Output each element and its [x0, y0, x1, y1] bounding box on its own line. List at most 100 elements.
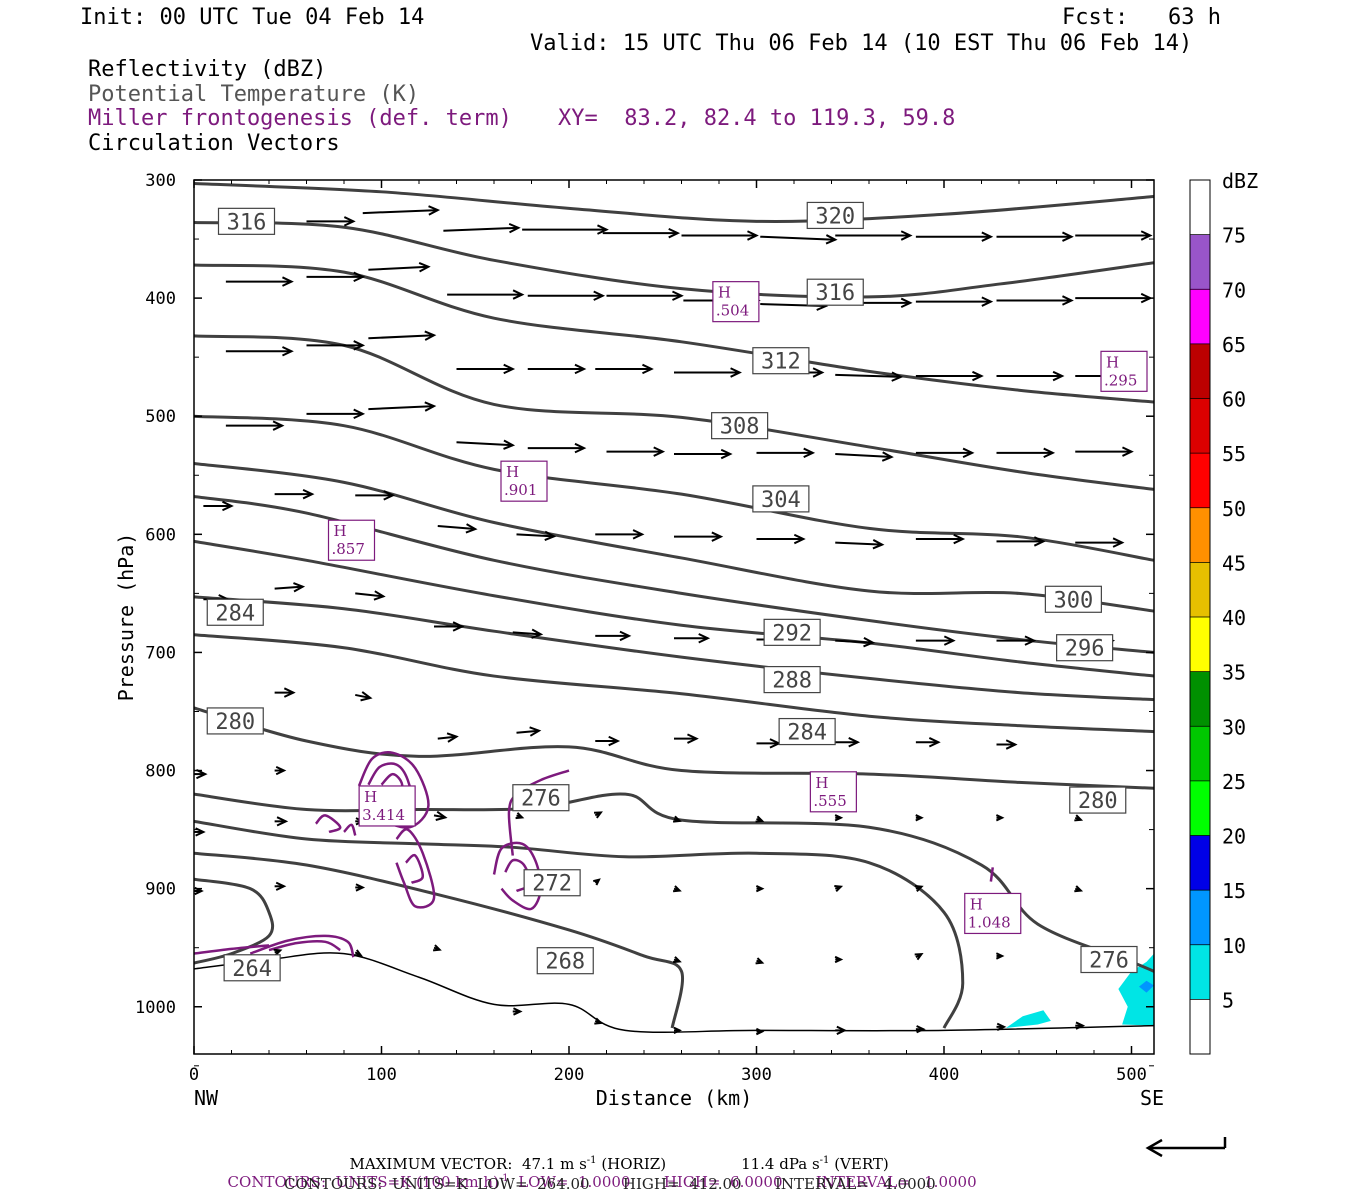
theta-contour-label-text: 272 [532, 872, 572, 897]
colorbar-unit-label: dBZ [1222, 169, 1258, 193]
circulation-vector [512, 628, 544, 639]
theta-contour-label: 284 [778, 717, 836, 746]
theta-label-layer: 316 320 316 312 308 304 300 296 292 288 284 284 280 2… [206, 201, 1138, 982]
fronto-maximum-value: .555 [813, 792, 846, 810]
theta-contour-292 [194, 539, 1154, 678]
theta-contour-label: 312 [752, 347, 810, 375]
circulation-vector [674, 733, 699, 744]
y-tick-label: 700 [145, 643, 176, 663]
circulation-vector [756, 738, 782, 749]
circulation-vector [996, 231, 1074, 242]
circulation-vector [225, 276, 294, 287]
circulation-vector [368, 330, 437, 341]
circulation-vector [834, 814, 844, 822]
theta-contour-label: 316 [217, 207, 276, 235]
theta-contour-label: 304 [752, 485, 810, 513]
circulation-vector [672, 956, 682, 964]
circulation-vector [996, 536, 1046, 547]
theta-contour-label: 296 [1056, 634, 1114, 662]
colorbar-level-label: 55 [1222, 442, 1246, 466]
max-vector-horiz-exponent: -1 [586, 1155, 597, 1166]
circulation-vector [1075, 1021, 1086, 1030]
max-vector-horiz-tag: (HORIZ) [601, 1155, 667, 1173]
circulation-vector [437, 732, 459, 743]
theta-contour-272 [194, 819, 965, 1029]
theta-contour-label-text: 320 [815, 204, 855, 229]
theta-contour-label: 268 [536, 947, 594, 975]
y-tick-label: 800 [145, 762, 176, 782]
fronto-maximum-marker: H [970, 895, 983, 913]
colorbar-level-label: 15 [1222, 879, 1246, 903]
circulation-vector [834, 884, 844, 893]
circulation-vector [512, 1007, 523, 1016]
circulation-vector [835, 371, 904, 382]
circulation-vector [915, 533, 966, 545]
fronto-maximum-label: H1.048 [964, 892, 1022, 935]
circulation-vector [516, 530, 557, 542]
fronto-maximum-value: .901 [504, 481, 537, 499]
circulation-vector [996, 295, 1074, 306]
circulation-vector [760, 234, 838, 245]
theta-contour-label: 288 [763, 665, 821, 694]
fronto-maximum-marker: H [718, 284, 731, 302]
circulation-vector [835, 230, 913, 241]
max-vector-line: MAXIMUM VECTOR: 47.1 m s-1 (HORIZ) 11.4 d… [340, 1141, 889, 1172]
theta-contour-284 [194, 633, 1154, 734]
theta-contour-label: 272 [523, 869, 581, 897]
reflectivity-patch [1139, 980, 1154, 993]
colorbar-level-label: 65 [1222, 333, 1246, 357]
circulation-vector [1075, 292, 1153, 304]
colorbar-swatch [1190, 289, 1210, 344]
fronto-contour [404, 853, 425, 884]
fronto-maximum-value: 1.048 [968, 913, 1011, 931]
circulation-vector [915, 231, 994, 242]
theta-contour-label-text: 268 [545, 950, 585, 975]
x-axis-left-end-label: NW [194, 1086, 219, 1110]
circulation-vector [673, 1026, 682, 1035]
circulation-vector [995, 952, 1005, 960]
fronto-contour [395, 828, 436, 909]
theta-contour-308 [194, 334, 1154, 491]
circulation-vector [443, 222, 521, 234]
reflectivity-patch [1005, 1010, 1051, 1029]
x-tick-label: 500 [1116, 1065, 1147, 1085]
circulation-vector [432, 944, 442, 952]
circulation-vector [755, 957, 765, 965]
fronto-maximum-label: H.901 [500, 460, 548, 502]
fronto-maximum-label: H.555 [809, 771, 857, 813]
colorbar-swatch [1190, 562, 1210, 617]
circulation-vector [915, 635, 956, 646]
theta-contour-label-text: 316 [815, 281, 855, 306]
y-tick-label: 1000 [135, 998, 176, 1018]
cross-section-endpoints: XY= 83.2, 82.4 to 119.3, 59.8 [558, 106, 956, 131]
circulation-vector [456, 363, 516, 375]
theta-contour-label-text: 280 [1078, 789, 1118, 814]
fronto-maximum-label: H.504 [712, 281, 760, 323]
fronto-maximum-label: H3.414 [358, 785, 416, 827]
circulation-vector [447, 289, 525, 300]
y-tick-label: 300 [145, 171, 176, 191]
colorbar-level-label: 45 [1222, 551, 1246, 575]
circulation-vector [362, 205, 441, 216]
circulation-vector [996, 739, 1018, 750]
valid-time: Valid: 15 UTC Thu 06 Feb 14 (10 EST Thu … [530, 31, 1193, 56]
circulation-vector [674, 448, 733, 460]
theta-contour-label-text: 292 [772, 621, 812, 646]
circulation-vector [306, 408, 366, 420]
circulation-vector [755, 815, 765, 823]
circulation-vector [274, 881, 287, 891]
circulation-vector [674, 367, 742, 378]
circulation-vector [835, 539, 885, 550]
theta-contour-label-text: 312 [761, 350, 801, 375]
theta-contour-300 [194, 461, 1154, 613]
circulation-vector [595, 363, 654, 375]
theta-contour-label: 276 [1080, 945, 1138, 974]
circulation-vector [274, 488, 315, 500]
circulation-vector [355, 490, 396, 501]
colorbar-swatch [1190, 726, 1210, 781]
theta-contour-label: 284 [206, 598, 264, 626]
plot-frame [193, 179, 1155, 1055]
colorbar-swatch [1190, 617, 1210, 672]
y-tick-label: 600 [145, 525, 176, 545]
